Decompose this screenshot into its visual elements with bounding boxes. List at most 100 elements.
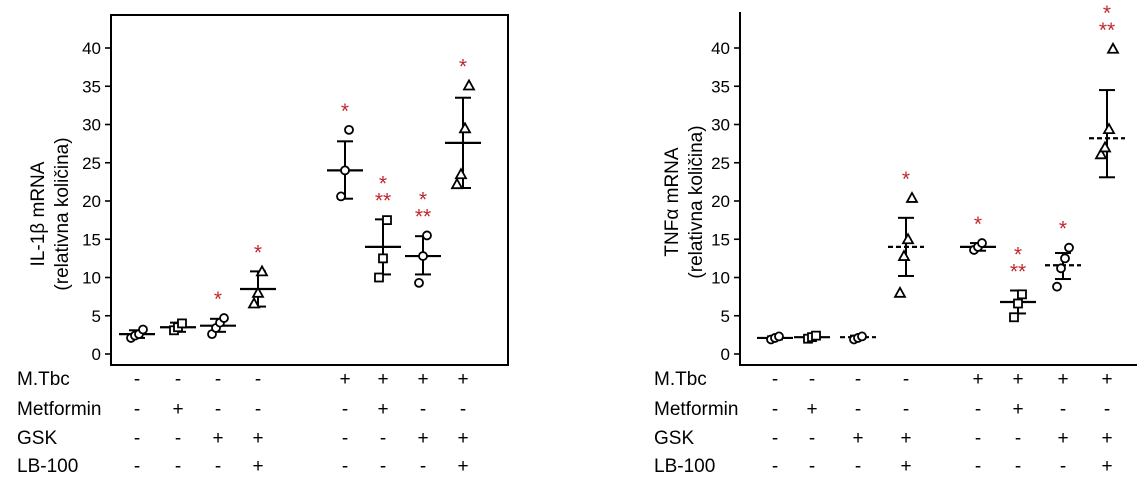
y-tick-label: 35 <box>711 77 730 96</box>
data-point-triangle <box>458 121 472 134</box>
data-point-circle <box>1056 263 1066 274</box>
treatment-sign: - <box>1060 456 1066 477</box>
treatment-sign: - <box>809 369 815 390</box>
treatment-sign: + <box>806 399 817 420</box>
data-point-square <box>1009 312 1019 323</box>
y-tick-label: 5 <box>92 307 101 326</box>
data-point-square <box>382 215 392 226</box>
y-tick-label: 0 <box>721 345 730 364</box>
y-axis-label-units: (relativna količina) <box>686 125 707 278</box>
y-tick-label: 15 <box>711 230 730 249</box>
data-point-square <box>1017 289 1027 300</box>
treatment-sign: - <box>975 456 981 477</box>
data-point-circle <box>336 191 346 202</box>
data-point-triangle <box>1098 140 1112 153</box>
data-point-triangle <box>462 78 476 91</box>
data-point-circle <box>418 251 428 261</box>
data-group: *** <box>405 188 441 288</box>
treatment-sign: + <box>1012 399 1023 420</box>
significance-marker: * <box>419 188 427 211</box>
treatment-sign: - <box>772 428 778 449</box>
data-point-triangle <box>251 285 265 298</box>
y-tick-label: 25 <box>82 154 101 173</box>
data-point-circle <box>344 124 354 135</box>
treatment-row-label: M.Tbc <box>17 369 70 390</box>
treatment-sign: - <box>134 399 140 420</box>
data-marks-right: ********* <box>757 2 1125 345</box>
y-tick-label: 40 <box>711 39 730 58</box>
data-point-circle <box>138 324 148 335</box>
treatment-sign: - <box>175 456 181 477</box>
data-point-square <box>1013 298 1023 309</box>
data-group <box>160 318 196 336</box>
y-axis-ticks-right: 0 5 10 15 20 25 30 35 40 <box>711 39 740 364</box>
treatment-sign: + <box>377 369 388 390</box>
significance-marker: * <box>214 288 222 311</box>
data-point-circle <box>1060 253 1070 264</box>
data-group: *** <box>365 172 401 283</box>
treatment-row-label: Metformin <box>654 399 738 420</box>
y-tick-label: 15 <box>82 230 101 249</box>
data-group: * <box>327 100 363 202</box>
data-group <box>757 331 793 345</box>
treatment-sign: + <box>252 456 263 477</box>
data-point-triangle <box>247 296 261 309</box>
treatment-sign: + <box>1101 456 1112 477</box>
y-tick-label: 30 <box>711 116 730 135</box>
treatment-row-label: M.Tbc <box>654 369 707 390</box>
data-point-triangle <box>454 167 468 180</box>
data-point-circle <box>1064 242 1074 253</box>
treatment-sign: + <box>212 428 223 449</box>
treatment-sign: + <box>1101 369 1112 390</box>
treatment-sign: - <box>1015 428 1021 449</box>
treatment-sign: + <box>900 428 911 449</box>
treatment-sign: - <box>255 369 261 390</box>
significance-marker: * <box>459 55 467 78</box>
treatment-sign: - <box>975 399 981 420</box>
data-point-square <box>177 318 187 329</box>
data-point-square <box>378 253 388 264</box>
data-point-triangle <box>901 232 915 245</box>
significance-marker: * <box>379 172 387 195</box>
data-point-triangle <box>893 285 907 298</box>
treatment-sign: - <box>380 456 386 477</box>
significance-marker: * <box>1103 2 1111 25</box>
treatment-sign: - <box>1060 399 1066 420</box>
treatment-sign: - <box>134 428 140 449</box>
treatment-sign: - <box>855 369 861 390</box>
treatment-sign: - <box>460 399 466 420</box>
treatment-sign: + <box>172 399 183 420</box>
treatment-sign: - <box>772 369 778 390</box>
treatment-sign: - <box>903 369 909 390</box>
data-group: * <box>960 213 996 255</box>
treatment-sign: + <box>457 369 468 390</box>
plot-axes-right <box>739 12 1137 366</box>
treatment-sign: - <box>134 456 140 477</box>
significance-marker: * <box>1014 244 1022 267</box>
data-group: * <box>1045 218 1081 292</box>
treatment-row-label: GSK <box>654 428 694 449</box>
treatment-table-right: M.Tbc - - - - + + + + Metformin - + - - - + - - GSK - - + + - - +… <box>654 369 1113 477</box>
treatment-sign: - <box>772 456 778 477</box>
plot-frame-left <box>110 14 509 366</box>
data-marks-left: ********** <box>119 55 481 343</box>
y-tick-label: 35 <box>82 77 101 96</box>
significance-marker: ** <box>1010 261 1026 284</box>
significance-marker: * <box>902 168 910 191</box>
treatment-sign: - <box>903 399 909 420</box>
data-point-circle <box>414 277 424 288</box>
treatment-sign: - <box>855 399 861 420</box>
y-tick-label: 10 <box>711 269 730 288</box>
treatment-sign: - <box>215 399 221 420</box>
treatment-sign: - <box>175 428 181 449</box>
y-axis-label: IL-1β mRNA <box>28 161 49 266</box>
significance-marker: * <box>1059 218 1067 241</box>
data-point-circle <box>857 331 867 342</box>
significance-marker: * <box>254 241 262 264</box>
data-point-triangle <box>905 191 919 203</box>
treatment-sign: - <box>342 428 348 449</box>
significance-marker: ** <box>1099 19 1115 42</box>
data-point-square <box>811 330 821 341</box>
